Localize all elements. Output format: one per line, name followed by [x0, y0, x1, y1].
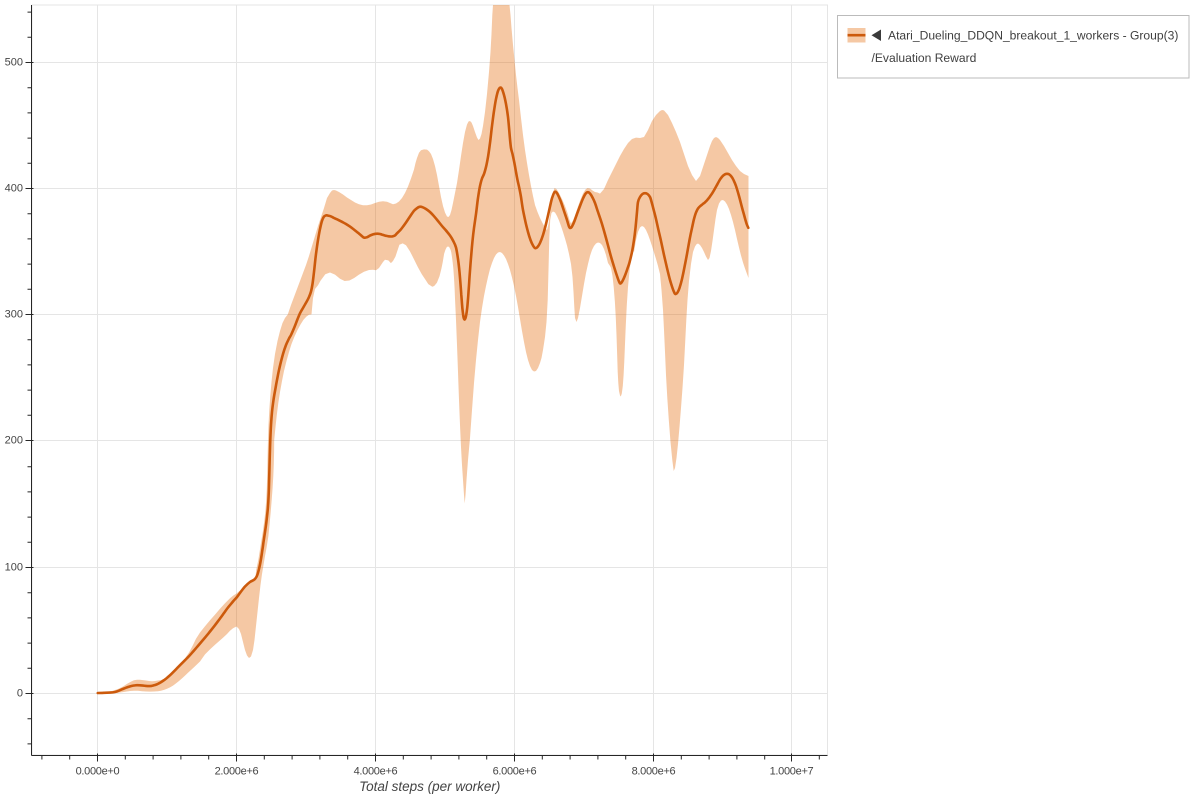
- svg-text:100: 100: [5, 561, 23, 573]
- svg-text:2.000e+6: 2.000e+6: [215, 766, 259, 778]
- svg-text:200: 200: [5, 434, 23, 446]
- svg-text:0.000e+0: 0.000e+0: [76, 766, 120, 778]
- svg-text:8.000e+6: 8.000e+6: [632, 766, 676, 778]
- svg-text:6.000e+6: 6.000e+6: [493, 766, 537, 778]
- svg-text:300: 300: [5, 308, 23, 320]
- svg-text:400: 400: [5, 182, 23, 194]
- svg-text:1.000e+7: 1.000e+7: [770, 766, 814, 778]
- svg-text:4.000e+6: 4.000e+6: [354, 766, 398, 778]
- svg-text:500: 500: [5, 56, 23, 68]
- svg-text:0: 0: [17, 687, 23, 699]
- svg-text:Total steps (per worker): Total steps (per worker): [359, 779, 500, 794]
- svg-text:Atari_Dueling_DDQN_breakout_1_: Atari_Dueling_DDQN_breakout_1_workers - …: [888, 29, 1178, 43]
- svg-text:/Evaluation Reward: /Evaluation Reward: [872, 51, 977, 65]
